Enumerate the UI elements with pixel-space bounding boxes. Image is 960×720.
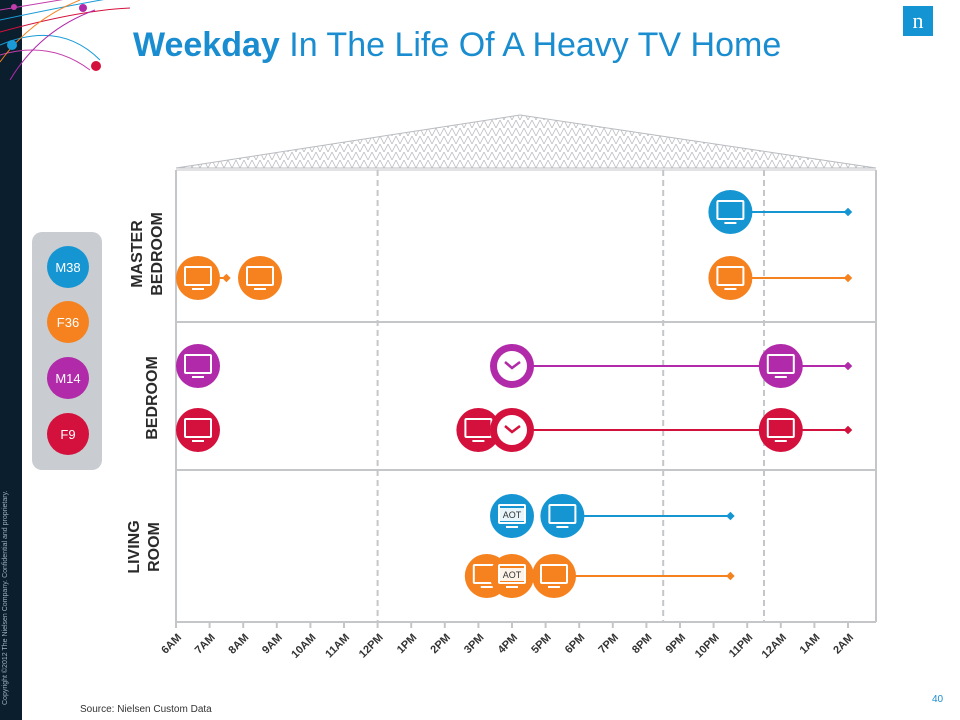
segment-end-marker: [222, 273, 231, 283]
segment-end-marker: [843, 425, 853, 435]
segment-end-marker: [726, 511, 735, 521]
member-badge-m38: M38: [47, 246, 89, 288]
x-tick-label: 4PM: [496, 632, 520, 656]
x-tick-label: 8PM: [630, 632, 654, 656]
tv-screen: [766, 354, 795, 374]
x-tick-label: 9PM: [664, 632, 688, 656]
tv-icon: [532, 554, 576, 598]
segment-end-marker: [726, 571, 735, 581]
segment-end-marker: [843, 273, 853, 283]
member-label: F9: [60, 426, 76, 442]
member-badge-f9: F9: [47, 413, 89, 455]
decorative-arcs: [0, 0, 130, 80]
aot-label: AOT: [503, 510, 522, 520]
tv-icon: [176, 408, 220, 452]
x-tick-label: 7PM: [596, 632, 620, 656]
clock-face: [497, 351, 527, 381]
tv-icon: [708, 256, 753, 300]
tv-screen: [716, 200, 745, 220]
x-tick-label: 6AM: [159, 632, 184, 657]
tv-icon: [540, 494, 585, 538]
clock-hands: [504, 425, 521, 434]
left-dark-strip: [0, 0, 22, 720]
x-tick-label: 9AM: [260, 632, 285, 657]
tv-icon: [176, 344, 220, 388]
nielsen-logo: n: [903, 6, 933, 36]
x-tick-label: 5PM: [529, 632, 553, 656]
x-tick-label: 2AM: [831, 632, 856, 657]
x-tick-label: 11AM: [323, 632, 352, 661]
tv-screen: [184, 266, 212, 286]
aot-tag: [498, 508, 526, 521]
member-label: M38: [55, 259, 81, 275]
logo-letter: n: [912, 8, 924, 33]
tv-icon: [238, 256, 282, 300]
x-tick-label: 12AM: [760, 632, 789, 661]
x-tick-label: 1PM: [395, 632, 419, 656]
title-bold: Weekday: [133, 26, 280, 64]
x-tick-label: 10PM: [693, 632, 722, 661]
x-tick-label: 12PM: [357, 632, 386, 661]
x-tick-label: 3PM: [462, 632, 486, 656]
title-rest: In The Life Of A Heavy TV Home: [279, 26, 782, 64]
tv-icon: [758, 344, 803, 388]
member-label: F36: [56, 314, 80, 330]
house-roof: [175, 114, 877, 169]
aot-label: AOT: [503, 570, 522, 580]
segment-end-marker: [843, 361, 853, 371]
tv-icon: [708, 190, 753, 234]
x-tick-label: 2PM: [428, 632, 452, 656]
x-tick-label: 10AM: [289, 632, 318, 661]
tv-screen: [540, 564, 568, 584]
tv-screen: [716, 266, 745, 286]
x-tick-label: 7AM: [193, 632, 218, 657]
member-badge-f36: F36: [47, 301, 89, 343]
tv-icon: [758, 408, 803, 452]
tv-screen: [184, 354, 212, 374]
tv-screen: [246, 266, 274, 286]
x-tick-label: 8AM: [226, 632, 251, 657]
slide-title: Weekday In The Life Of A Heavy TV Home: [133, 26, 781, 65]
member-label: M14: [55, 370, 81, 386]
page-number: 40: [932, 694, 944, 705]
clock-hands: [504, 361, 521, 370]
tv-screen: [766, 418, 795, 438]
source-note: Source: Nielsen Custom Data: [80, 704, 212, 715]
clock-face: [497, 415, 527, 445]
tv-screen: [184, 418, 212, 438]
x-tick-label: 6PM: [563, 632, 587, 656]
member-badge-m14: M14: [47, 357, 89, 399]
aot-tag: [498, 568, 526, 581]
tv-icon: [176, 256, 220, 300]
x-tick-label: 1AM: [798, 632, 823, 657]
tv-screen: [548, 504, 577, 524]
x-tick-label: 11PM: [727, 632, 755, 660]
segment-end-marker: [843, 207, 853, 217]
